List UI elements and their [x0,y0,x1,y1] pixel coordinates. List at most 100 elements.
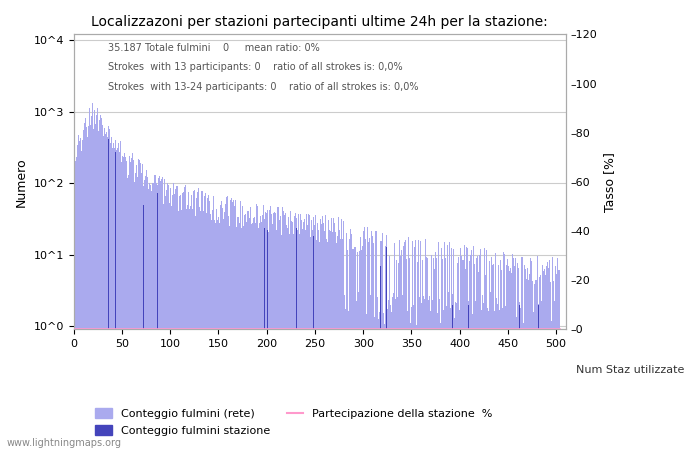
Bar [406,260,407,450]
Bar [531,261,533,450]
Y-axis label: Tasso [%]: Tasso [%] [603,152,616,212]
Bar [493,264,494,450]
Bar [232,202,233,450]
Bar [227,196,228,450]
Bar [372,237,373,450]
Bar [160,181,161,450]
Bar [352,249,353,450]
Bar [354,247,355,450]
Bar [242,207,243,450]
Bar [318,230,319,450]
Bar [542,266,543,450]
Bar [525,269,526,450]
Bar [322,216,323,450]
Bar [158,178,159,450]
Bar [330,230,331,450]
Bar [377,297,378,450]
Bar [347,250,348,450]
Bar [201,191,202,450]
Bar [360,250,362,450]
Bar [123,158,125,450]
Bar [402,295,403,450]
Bar [154,175,155,450]
Bar [554,266,556,450]
Bar [251,224,252,450]
Bar [379,312,380,450]
Bar [174,189,176,450]
Bar [102,125,103,450]
Bar [375,231,376,450]
Bar [502,307,503,450]
Bar [298,215,299,450]
Text: 35.187 Totale fulmini    0     mean ratio: 0%: 35.187 Totale fulmini 0 mean ratio: 0% [108,43,320,53]
Bar [488,311,489,450]
Bar [491,257,492,450]
Bar [302,229,303,450]
Bar [285,213,286,450]
Bar [528,274,530,450]
Bar [130,162,131,450]
Bar [274,212,275,450]
Bar [477,254,479,450]
Bar [316,240,317,450]
Bar [77,144,78,450]
Bar [351,234,352,450]
Bar [190,206,191,450]
Bar [381,241,382,450]
Bar [541,301,542,450]
Bar [294,216,295,450]
Bar [480,248,482,450]
Bar [151,191,153,450]
Partecipazione della stazione  % [300,327,309,332]
Bar [487,308,488,450]
Bar [348,311,349,450]
Bar [500,270,502,450]
Bar [206,213,207,450]
Bar [462,260,463,450]
Bar [469,261,470,450]
Bar [547,262,548,450]
Bar [279,220,280,450]
Bar [265,212,266,450]
Bar [465,270,466,450]
Bar [228,216,229,450]
Bar [229,226,230,450]
Bar [519,305,520,450]
Bar [530,258,531,450]
Bar [446,306,447,450]
Bar [219,223,220,450]
Bar [309,237,311,450]
Bar [293,234,294,450]
Bar [117,148,118,450]
Bar [378,319,379,450]
Bar [176,184,178,450]
Bar [350,229,351,450]
Bar [244,216,245,450]
Bar [83,130,84,450]
Bar [215,223,216,450]
Bar [88,126,89,450]
Bar [345,309,346,450]
Bar [99,120,100,450]
Bar [210,214,211,450]
Bar [363,231,364,450]
Bar [482,295,483,450]
Bar [523,324,524,450]
Bar [524,265,525,450]
Bar [520,308,521,450]
Bar [442,259,443,450]
Bar [257,206,258,450]
Bar [118,152,120,450]
Bar [233,200,235,450]
Bar [304,230,306,450]
Bar [421,260,423,450]
Bar [368,242,370,450]
Bar [505,306,506,450]
Bar [434,270,435,450]
Bar [275,213,276,450]
Bar [110,144,111,450]
Bar [291,221,293,450]
Bar [429,296,430,450]
Bar [553,280,554,450]
Bar [367,227,368,450]
